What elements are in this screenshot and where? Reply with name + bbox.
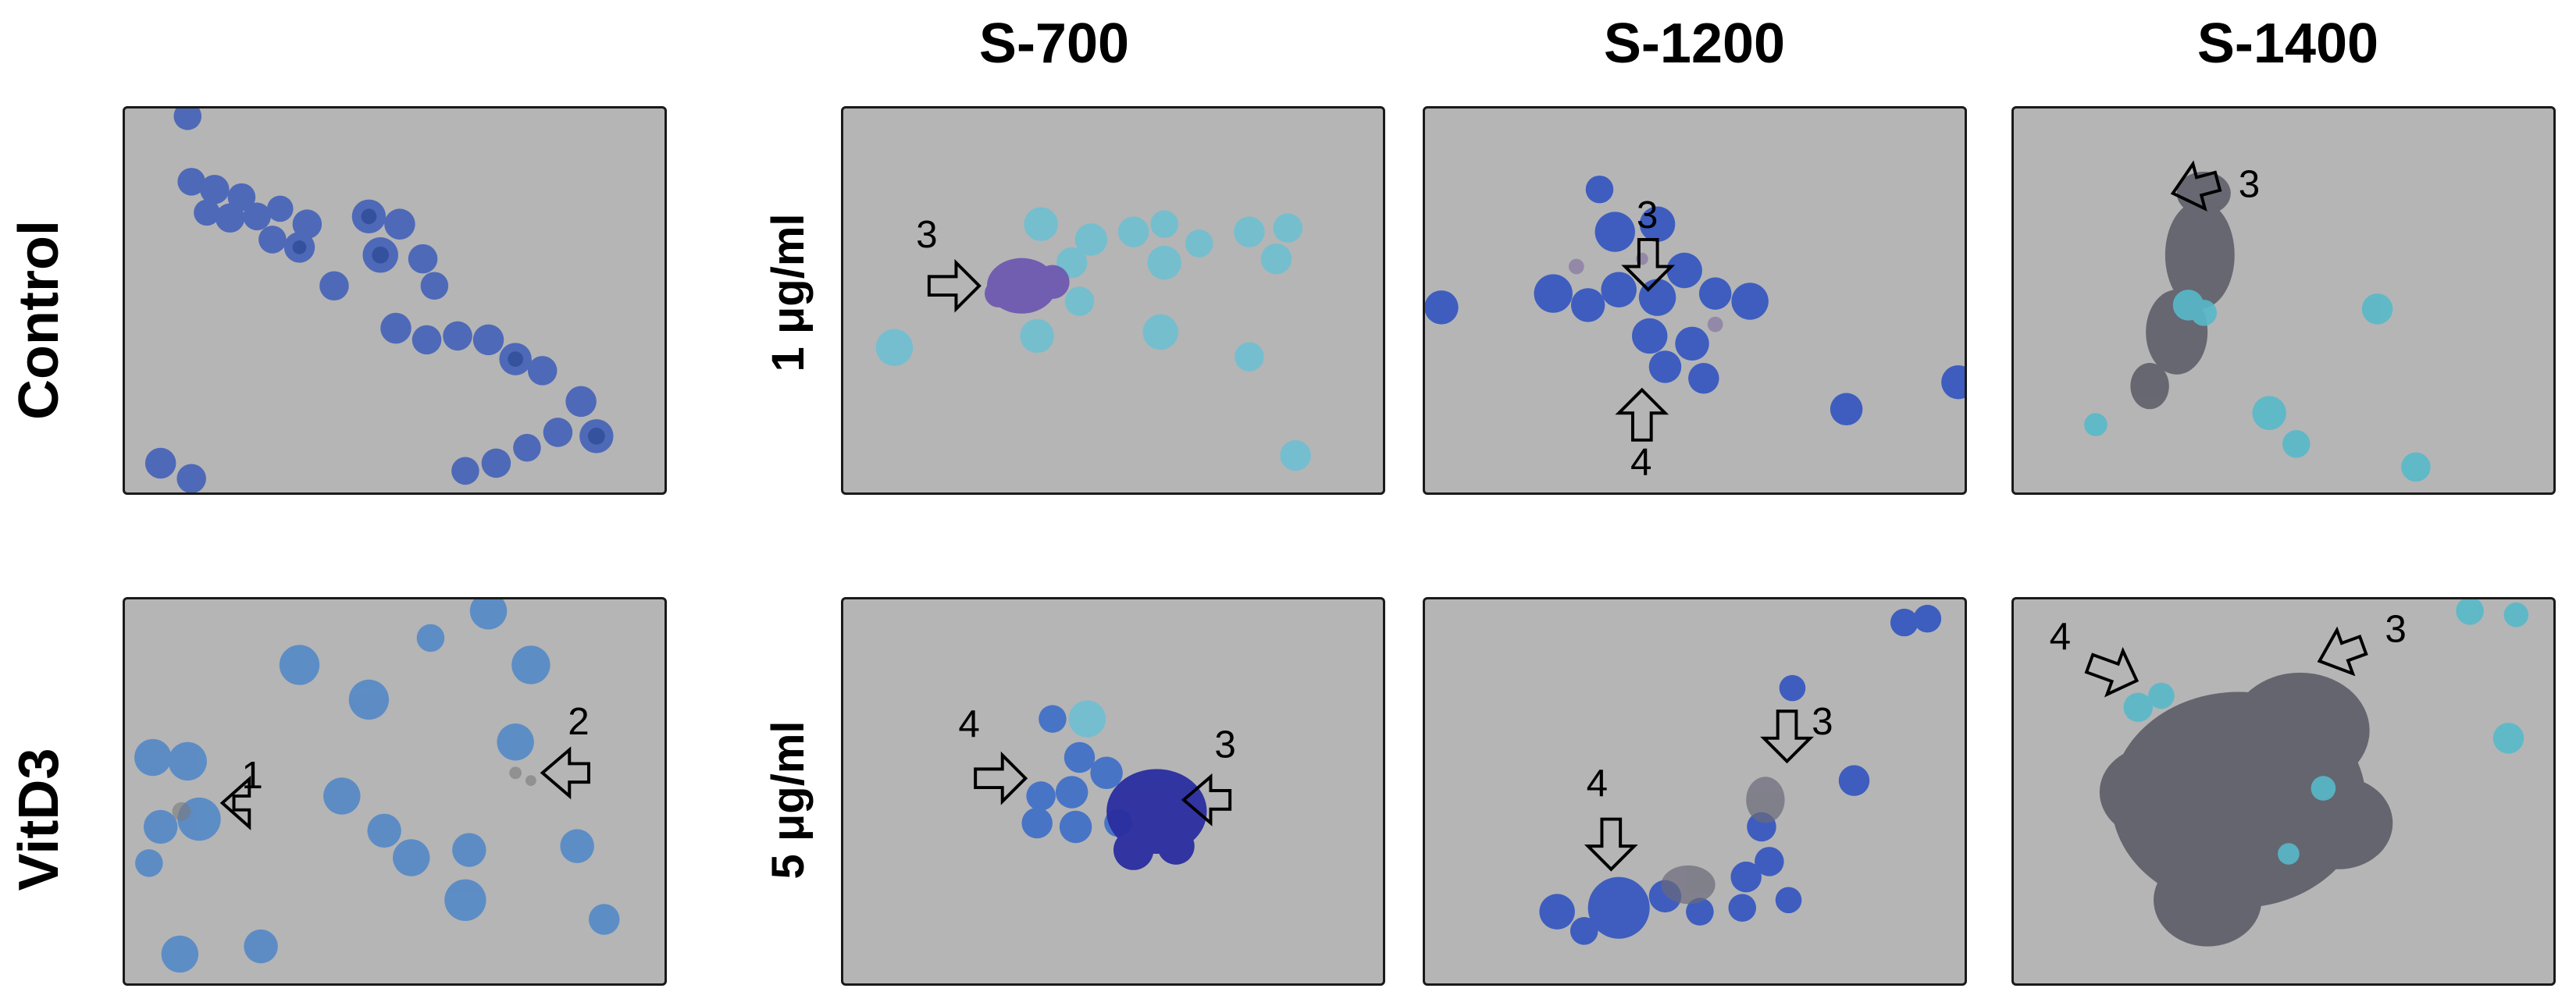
arrow-3-icon [2170, 160, 2222, 212]
arrow-label-s1200-1-4: 4 [1630, 440, 1651, 483]
concentration-label-1ug: 1 μg/ml [763, 213, 814, 372]
arrow-1-icon [219, 775, 251, 830]
arrow-label-s700-5-4: 4 [958, 702, 979, 745]
arrow-4-icon [1584, 817, 1638, 872]
micrograph-control [123, 106, 667, 495]
arrow-label-1: 1 [241, 754, 262, 797]
micrograph-s1200-1ug: 3 4 [1423, 106, 1967, 495]
column-header-s1400: S-1400 [2197, 12, 2379, 75]
micrograph-s700-5ug: 4 3 [841, 597, 1385, 986]
arrow-label-s1400-5-4: 4 [2050, 615, 2071, 658]
concentration-label-5ug: 5 μg/ml [763, 720, 814, 880]
arrow-3-icon [2317, 626, 2368, 677]
micrograph-s700-5ug-cells: 4 3 [958, 700, 1236, 870]
row-label-vitd3: VitD3 [8, 748, 70, 891]
micrograph-vitd3-cells: 1 2 [134, 599, 620, 973]
micrograph-s700-1ug-cells: 3 [875, 207, 1311, 471]
micrograph-s1400-1ug: 3 [2011, 106, 2556, 495]
arrow-label-s1400-5-3: 3 [2385, 607, 2406, 650]
micrograph-s1200-1ug-cells: 3 4 [1425, 175, 1965, 483]
micrograph-control-cells [144, 108, 614, 492]
arrow-2-icon [540, 746, 590, 800]
arrow-label-s1200-5-3: 3 [1812, 700, 1833, 743]
arrow-4-icon [1615, 387, 1669, 442]
arrow-label-s1200-5-4: 4 [1587, 762, 1608, 805]
micrograph-s1400-1ug-cells: 3 [2084, 160, 2431, 482]
arrow-3-icon [927, 258, 982, 313]
micrograph-vitd3: 1 2 [123, 597, 667, 986]
arrow-4-icon [974, 751, 1028, 805]
micrograph-s1200-5ug-cells: 4 3 [1539, 604, 1942, 945]
arrow-label-2: 2 [568, 700, 589, 743]
arrow-3-icon [1181, 773, 1232, 827]
micrograph-s700-1ug: 3 [841, 106, 1385, 495]
column-header-s1200: S-1200 [1603, 12, 1786, 75]
column-header-s700: S-700 [978, 12, 1130, 75]
micrograph-s1400-5ug-cells: 4 3 [2050, 599, 2529, 947]
row-label-control: Control [8, 220, 70, 420]
arrow-3-icon [1621, 237, 1676, 292]
arrow-label-s1200-1-3: 3 [1637, 194, 1658, 236]
arrow-3-icon [1760, 709, 1814, 764]
arrow-label-s1400-1-3: 3 [2239, 163, 2260, 206]
arrow-label-s700-1-3: 3 [916, 213, 937, 256]
micrograph-s1400-5ug: 4 3 [2011, 597, 2556, 986]
arrow-label-s700-5-3: 3 [1214, 723, 1235, 766]
arrow-4-icon [2084, 646, 2140, 698]
micrograph-s1200-5ug: 4 3 [1423, 597, 1967, 986]
